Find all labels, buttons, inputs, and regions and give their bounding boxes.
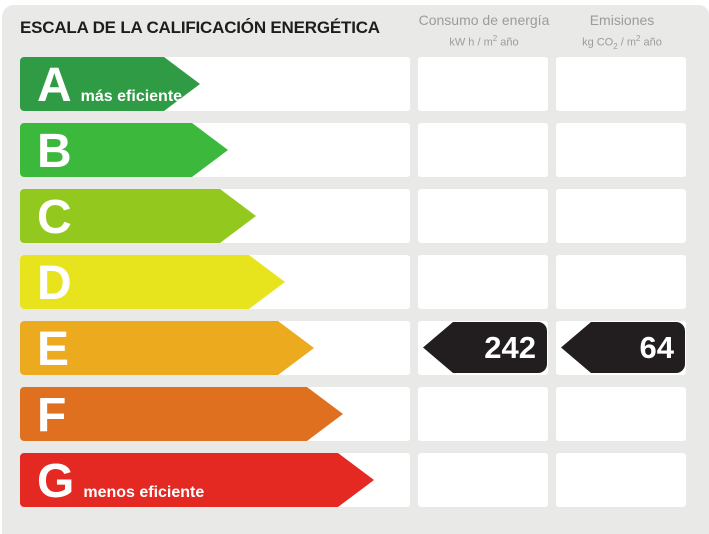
consumption-label: Consumo de energía [418,12,550,28]
emissions-unit: kg CO2 / m2 año [582,34,662,51]
emissions-cell: 64 [556,321,686,375]
consumption-cell [418,387,548,441]
rating-tag: más eficiente [80,88,183,105]
rating-arrow: F [20,387,343,441]
column-header-emissions: Emisiones kg CO2 / m2 año [556,12,688,53]
rating-row: D [20,255,686,309]
rating-track: C [20,189,410,243]
rating-tag: menos eficiente [83,484,205,501]
emissions-cell [556,255,686,309]
rating-letter: F [37,389,67,441]
rating-track: D [20,255,410,309]
rating-track: B [20,123,410,177]
emissions-value: 64 [639,330,674,365]
emissions-label: Emisiones [589,12,655,28]
rating-letter: C [37,191,72,243]
rating-track: G menos eficiente [20,453,410,507]
rating-track: A más eficiente [20,57,410,111]
emissions-cell [556,123,686,177]
consumption-value-arrow: 242 [423,322,547,373]
rating-track: E [20,321,410,375]
page-title: ESCALA DE LA CALIFICACIÓN ENERGÉTICA [20,18,380,37]
rating-letter: A [37,59,72,111]
consumption-cell [418,123,548,177]
rating-row: A más eficiente [20,57,686,111]
emissions-cell [556,387,686,441]
rating-letter: B [37,125,72,177]
rating-arrow: A más eficiente [20,57,200,111]
rating-arrow: B [20,123,228,177]
consumption-cell [418,57,548,111]
consumption-value: 242 [484,330,536,365]
rating-row: G menos eficiente [20,453,686,507]
rating-track: F [20,387,410,441]
rating-arrow: G menos eficiente [20,453,374,507]
rating-letter: D [37,257,72,309]
rating-rows: A más eficiente B C [20,57,686,519]
rating-letter: E [37,323,70,375]
rating-row: C [20,189,686,243]
consumption-cell [418,453,548,507]
rating-arrow: D [20,255,285,309]
rating-arrow: C [20,189,256,243]
emissions-cell [556,453,686,507]
rating-row: E 242 64 [20,321,686,375]
rating-letter: G [37,455,75,507]
column-header-consumption: Consumo de energía kW h / m2 año [418,12,550,50]
consumption-cell [418,189,548,243]
consumption-cell [418,255,548,309]
emissions-cell [556,189,686,243]
rating-row: B [20,123,686,177]
emissions-value-arrow: 64 [561,322,685,373]
consumption-unit: kW h / m2 año [449,34,519,49]
consumption-cell: 242 [418,321,548,375]
rating-arrow: E [20,321,314,375]
energy-scale-panel: ESCALA DE LA CALIFICACIÓN ENERGÉTICA Con… [2,5,709,534]
rating-row: F [20,387,686,441]
emissions-cell [556,57,686,111]
